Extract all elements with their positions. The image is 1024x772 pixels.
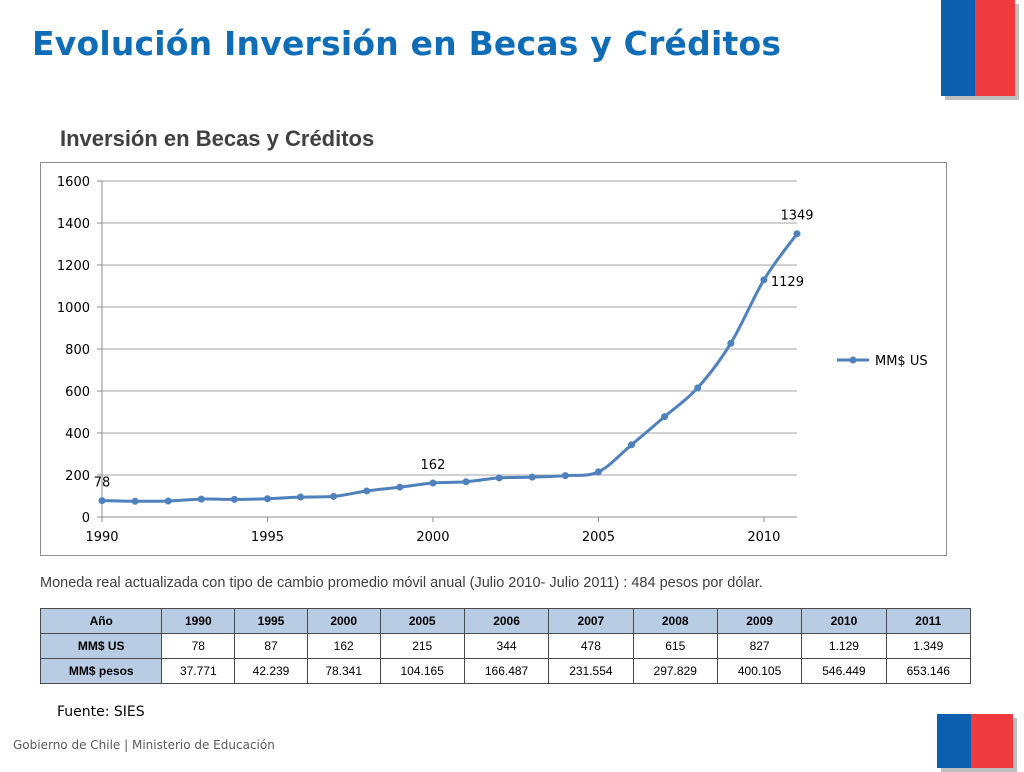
table-cell: 37.771 — [162, 659, 235, 684]
table-header-year: 2005 — [380, 609, 464, 634]
table-cell: 166.487 — [464, 659, 548, 684]
data-point — [363, 487, 370, 494]
x-tick-label: 1995 — [251, 530, 284, 545]
data-point — [595, 468, 602, 475]
chart-title: Inversión en Becas y Créditos — [60, 126, 374, 152]
table-cell: 615 — [633, 634, 717, 659]
legend-label: MM$ US — [875, 354, 928, 369]
data-label: 1129 — [771, 275, 804, 290]
table-cell: 87 — [235, 634, 308, 659]
data-point — [198, 496, 205, 503]
y-tick-label: 600 — [65, 385, 90, 400]
table-header-year: 1990 — [162, 609, 235, 634]
table-cell: 297.829 — [633, 659, 717, 684]
table-cell: 42.239 — [235, 659, 308, 684]
y-tick-label: 0 — [82, 511, 90, 526]
data-point — [264, 495, 271, 502]
table-cell: 231.554 — [549, 659, 633, 684]
data-point — [760, 276, 767, 283]
data-point — [628, 441, 635, 448]
x-tick-label: 1990 — [85, 530, 118, 545]
table-row: MM$ US 78 87 162 215 344 478 615 827 1.129 1.349 — [41, 634, 971, 659]
data-point — [694, 384, 701, 391]
data-label: 162 — [421, 458, 446, 473]
table-cell: 478 — [549, 634, 633, 659]
table-row: MM$ pesos 37.771 42.239 78.341 104.165 166.48… — [41, 659, 971, 684]
data-point — [727, 340, 734, 347]
data-point — [429, 479, 436, 486]
y-tick-label: 1000 — [57, 301, 90, 316]
table-cell: 1.349 — [886, 634, 970, 659]
y-tick-label: 1200 — [57, 259, 90, 274]
x-tick-label: 2010 — [747, 530, 780, 545]
data-point — [794, 230, 801, 237]
data-point — [297, 494, 304, 501]
table-cell: 546.449 — [802, 659, 886, 684]
table-header-year: 2006 — [464, 609, 548, 634]
table-cell: 400.105 — [717, 659, 801, 684]
table-header-year: 2007 — [549, 609, 633, 634]
y-tick-label: 800 — [65, 343, 90, 358]
chile-flag-logo-bottom — [937, 714, 1017, 768]
exchange-rate-note: Moneda real actualizada con tipo de camb… — [40, 575, 763, 591]
table-row-label: MM$ pesos — [41, 659, 162, 684]
chile-flag-logo-top — [941, 0, 1019, 100]
data-point — [99, 497, 106, 504]
y-tick-label: 400 — [65, 427, 90, 442]
table-header-year: 1995 — [235, 609, 308, 634]
series-line-mm-us — [102, 234, 797, 502]
data-point — [165, 498, 172, 505]
table-header-year: 2011 — [886, 609, 970, 634]
data-point — [330, 493, 337, 500]
y-tick-label: 1600 — [57, 175, 90, 190]
data-point — [562, 472, 569, 479]
table-cell: 78 — [162, 634, 235, 659]
data-point — [529, 474, 536, 481]
table-cell: 653.146 — [886, 659, 970, 684]
data-point — [496, 474, 503, 481]
table-header-year: 2000 — [307, 609, 380, 634]
table-row-label: MM$ US — [41, 634, 162, 659]
footer-text: Gobierno de Chile | Ministerio de Educac… — [13, 738, 275, 752]
table-cell: 104.165 — [380, 659, 464, 684]
data-label: 78 — [94, 476, 111, 491]
table-cell: 215 — [380, 634, 464, 659]
data-label: 1349 — [780, 209, 813, 224]
table-cell: 344 — [464, 634, 548, 659]
data-point — [396, 484, 403, 491]
data-point — [132, 498, 139, 505]
table-header-year: 2008 — [633, 609, 717, 634]
x-tick-label: 2005 — [582, 530, 615, 545]
table-cell: 1.129 — [802, 634, 886, 659]
data-point — [661, 413, 668, 420]
line-chart: 0 200 400 600 800 1000 1200 1400 1600 1990 1995 200… — [40, 162, 947, 556]
y-tick-label: 200 — [65, 469, 90, 484]
table-header-label: Año — [41, 609, 162, 634]
data-point — [231, 496, 238, 503]
table-cell: 78.341 — [307, 659, 380, 684]
data-table: Año 1990 1995 2000 2005 2006 2007 2008 2009 2010 2… — [40, 608, 971, 684]
table-cell: 827 — [717, 634, 801, 659]
legend-marker — [850, 357, 857, 364]
x-tick-label: 2000 — [416, 530, 449, 545]
table-header-year: 2010 — [802, 609, 886, 634]
table-cell: 162 — [307, 634, 380, 659]
data-point — [463, 478, 470, 485]
source-text: Fuente: SIES — [57, 704, 145, 720]
table-header-year: 2009 — [717, 609, 801, 634]
page-title: Evolución Inversión en Becas y Créditos — [32, 24, 781, 63]
table-header-row: Año 1990 1995 2000 2005 2006 2007 2008 2009 2010 2… — [41, 609, 971, 634]
y-tick-label: 1400 — [57, 217, 90, 232]
